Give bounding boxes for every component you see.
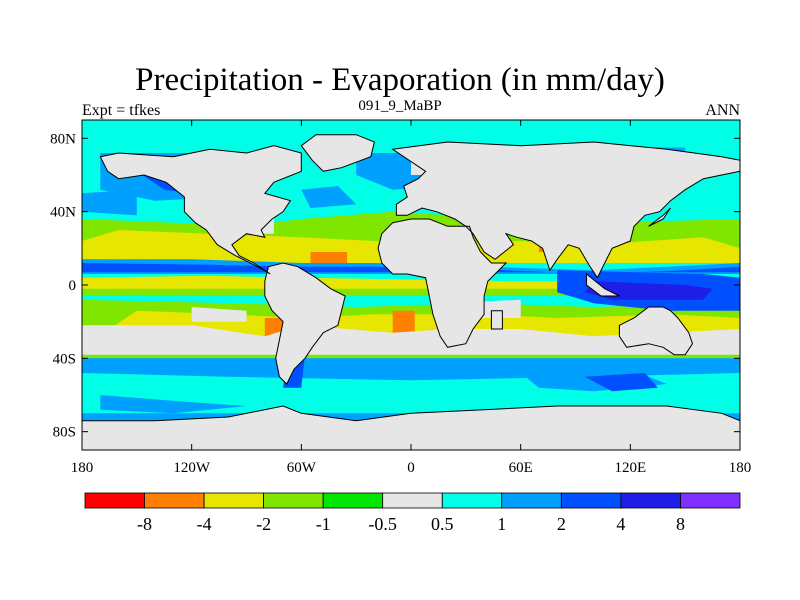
colorbar-label-1: -4 <box>197 514 212 534</box>
land-mask-6 <box>82 406 740 450</box>
colorbar-swatch-3 <box>263 492 324 509</box>
colorbar-label-7: 2 <box>557 514 566 534</box>
colorbar-swatch-7 <box>501 492 562 509</box>
colorbar-swatch-9 <box>620 492 681 509</box>
land-mask-8 <box>586 274 620 296</box>
colorbar-label-6: 1 <box>497 514 506 534</box>
coastline-0 <box>99 145 302 275</box>
land-mask-7 <box>491 310 503 329</box>
x-tick-label-0: 180 <box>71 460 94 476</box>
x-tick-label-6: 180 <box>729 460 752 476</box>
colorbar-swatch-5 <box>382 492 443 509</box>
experiment-label: Expt = tfkes <box>82 102 161 119</box>
y-tick-label-2: 0 <box>69 278 77 294</box>
y-tick-label-4: 80S <box>53 425 76 441</box>
x-tick-label-4: 60E <box>509 460 533 476</box>
pe-region-31 <box>100 395 247 414</box>
colorbar-label-9: 8 <box>676 514 685 534</box>
pe-region-30 <box>584 373 658 392</box>
coastline-5 <box>618 306 694 356</box>
colorbar-swatch-6 <box>441 492 503 509</box>
coastline-contours <box>82 134 740 450</box>
colorbar-label-8: 4 <box>616 514 625 534</box>
colorbar-label-0: -8 <box>137 514 152 534</box>
land-mask-5 <box>619 307 693 355</box>
x-tick-label-3: 0 <box>407 460 415 476</box>
colorbar-swatch-1 <box>144 492 205 509</box>
coastline-2 <box>300 134 375 172</box>
coastline-1 <box>264 262 346 385</box>
y-tick-label-0: 80N <box>50 131 76 147</box>
pe-region-13 <box>82 325 740 355</box>
colorbar-swatch-2 <box>203 492 265 509</box>
axes: 180 120W 60W 0 60E 120E 180 80N 40N 0 40S 80S <box>50 120 751 476</box>
colorbar-label-5: 0.5 <box>431 514 454 534</box>
coastline-6 <box>82 405 740 450</box>
pe-region-8 <box>310 252 347 263</box>
colorbar-swatch-0 <box>84 492 145 509</box>
coastline-4 <box>377 218 508 348</box>
pe-region-27 <box>301 186 357 208</box>
season-label: ANN <box>705 102 740 119</box>
x-tick-label-1: 120W <box>173 460 211 476</box>
y-tick-label-3: 40S <box>53 351 76 367</box>
colorbar-swatch-8 <box>561 492 622 509</box>
coastline-8 <box>586 272 620 297</box>
colorbar-swatch-10 <box>680 492 741 509</box>
x-tick-label-5: 120E <box>614 460 646 476</box>
coastline-7 <box>490 310 503 330</box>
land-mask-0 <box>100 145 302 274</box>
colorbar-label-2: -2 <box>256 514 271 534</box>
pe-region-23 <box>191 307 247 322</box>
colorbar-label-4: -0.5 <box>368 514 397 534</box>
chart-title: Precipitation - Evaporation (in mm/day) <box>135 62 665 98</box>
chart-subtitle: 091_9_MaBP <box>358 98 442 114</box>
colorbar-swatch-4 <box>322 492 384 509</box>
coastline-3 <box>391 141 740 279</box>
map-field <box>82 120 740 450</box>
pe-region-12 <box>392 310 415 333</box>
coastline-9 <box>648 207 671 227</box>
pe-region-2 <box>82 189 137 216</box>
land-mask-4 <box>378 219 506 348</box>
colorbar: -8 -4 -2 -1 -0.5 0.5 1 2 4 8 <box>84 492 741 534</box>
land-mask-1 <box>264 263 346 384</box>
x-tick-label-2: 60W <box>287 460 317 476</box>
colorbar-label-3: -1 <box>316 514 331 534</box>
y-tick-label-1: 40N <box>50 205 76 221</box>
